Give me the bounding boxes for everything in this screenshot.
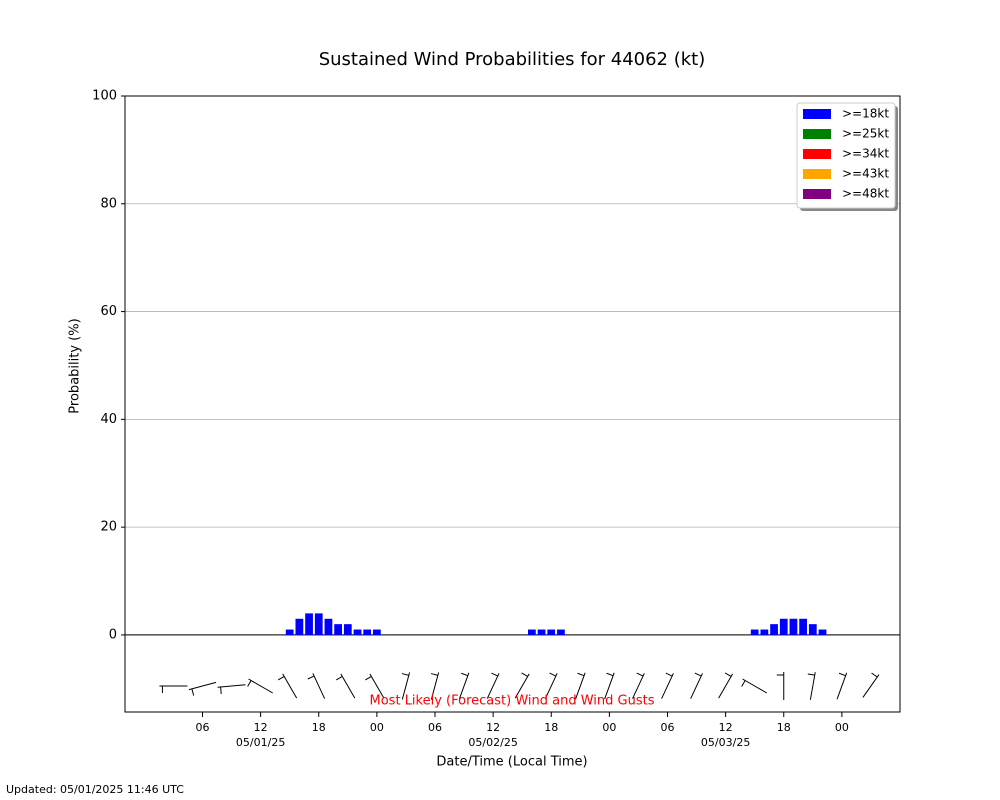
wind-barb xyxy=(247,678,273,694)
bar xyxy=(334,624,342,635)
bar xyxy=(789,618,798,635)
wind-barb xyxy=(690,672,703,699)
bar xyxy=(547,629,556,635)
updated-note: Updated: 05/01/2025 11:46 UTC xyxy=(6,783,184,796)
wind-barb xyxy=(661,672,674,699)
wind-barb xyxy=(277,673,298,699)
wind-barb xyxy=(401,672,411,700)
wind-barb xyxy=(307,673,326,699)
bar xyxy=(750,629,759,635)
x-date-label: 05/03/25 xyxy=(701,736,750,749)
x-tick-label: 12 xyxy=(486,721,500,734)
wind-barb xyxy=(807,672,816,700)
x-tick-label: 06 xyxy=(661,721,675,734)
wind-barb xyxy=(430,672,440,700)
bar xyxy=(285,629,294,635)
bar xyxy=(528,629,536,635)
wind-barb xyxy=(544,672,558,699)
y-tick-label: 20 xyxy=(100,520,117,535)
wind-barb xyxy=(604,672,615,700)
legend-label: >=34kt xyxy=(842,147,889,161)
wind-barb xyxy=(458,672,470,700)
bar xyxy=(324,618,333,635)
wind-barb xyxy=(336,673,356,699)
bar xyxy=(314,613,323,635)
x-tick-label: 00 xyxy=(602,721,616,734)
bar xyxy=(818,629,827,635)
legend-label: >=48kt xyxy=(842,187,889,201)
bar xyxy=(537,629,546,635)
legend-label: >=25kt xyxy=(842,127,889,141)
x-tick-label: 00 xyxy=(370,721,384,734)
wind-barb xyxy=(718,672,734,699)
bar xyxy=(799,618,807,635)
bar xyxy=(363,629,372,635)
bar xyxy=(353,629,362,635)
x-tick-label: 06 xyxy=(428,721,442,734)
bar xyxy=(295,618,304,635)
bar xyxy=(760,629,769,635)
x-tick-label: 12 xyxy=(719,721,733,734)
legend-swatch xyxy=(803,149,831,159)
bar xyxy=(343,624,352,635)
bar xyxy=(305,613,313,635)
legend-label: >=43kt xyxy=(842,167,889,181)
wind-barb xyxy=(159,685,188,693)
wind-barb xyxy=(486,672,500,699)
wind-barb xyxy=(776,672,785,700)
x-tick-label: 06 xyxy=(196,721,210,734)
legend-swatch xyxy=(803,109,831,119)
bar xyxy=(808,624,817,635)
y-axis-label: Probability (%) xyxy=(68,318,83,413)
wind-barb xyxy=(575,672,586,700)
wind-barb xyxy=(217,684,246,694)
legend-swatch xyxy=(803,189,831,199)
y-tick-label: 100 xyxy=(92,89,117,104)
x-date-label: 05/02/25 xyxy=(468,736,517,749)
y-tick-label: 0 xyxy=(109,627,117,642)
x-tick-label: 12 xyxy=(254,721,268,734)
wind-barb xyxy=(632,672,645,699)
chart-title: Sustained Wind Probabilities for 44062 (… xyxy=(319,49,706,70)
legend-swatch xyxy=(803,169,831,179)
bar xyxy=(557,629,565,635)
wind-barb xyxy=(514,672,530,699)
x-tick-label: 00 xyxy=(835,721,849,734)
bar xyxy=(770,624,778,635)
bar xyxy=(373,629,381,635)
wind-barb xyxy=(188,681,217,696)
wind-barb xyxy=(836,672,848,700)
x-date-label: 05/01/25 xyxy=(236,736,285,749)
legend-label: >=18kt xyxy=(842,107,889,121)
x-tick-label: 18 xyxy=(777,721,791,734)
y-tick-label: 80 xyxy=(100,196,117,211)
x-tick-label: 18 xyxy=(544,721,558,734)
wind-barb xyxy=(741,678,768,694)
wind-barb xyxy=(365,673,385,699)
plot-frame xyxy=(124,95,901,713)
y-tick-label: 60 xyxy=(100,304,117,319)
wind-barb xyxy=(862,672,880,698)
y-tick-label: 40 xyxy=(100,412,117,427)
x-tick-label: 18 xyxy=(312,721,326,734)
bar xyxy=(779,618,788,635)
legend-swatch xyxy=(803,129,831,139)
x-axis-label: Date/Time (Local Time) xyxy=(436,755,587,770)
annotation: Most Likely (Forecast) Wind and Wind Gus… xyxy=(370,694,655,709)
